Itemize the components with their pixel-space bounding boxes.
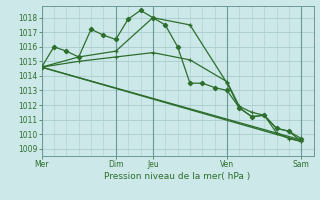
X-axis label: Pression niveau de la mer( hPa ): Pression niveau de la mer( hPa ) xyxy=(104,172,251,181)
